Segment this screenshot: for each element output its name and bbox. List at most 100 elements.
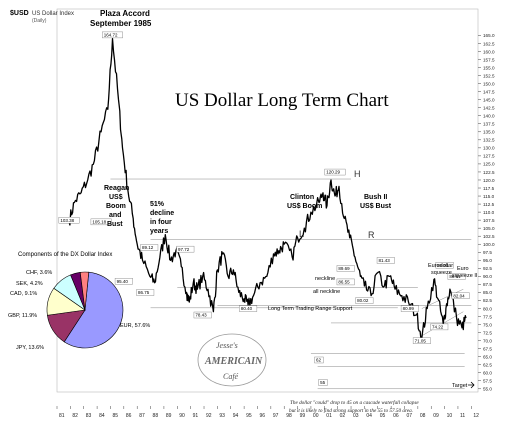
price-label-box [114,278,133,285]
price-label: 164.72 [104,32,118,37]
logo-text-top: Jesse's [216,341,238,350]
pie-label-eur: EUR, 57.6% [120,323,150,329]
pie-slice [63,271,124,349]
y-tick-label: 105.0 [483,226,495,231]
ticker-symbol: $USD [10,10,29,17]
reagan-label-4: and [109,212,121,219]
price-label-box [447,273,466,280]
y-tick-label: 82.5 [483,298,492,303]
price-label-box [376,257,395,264]
x-tick-label: 11 [460,413,465,419]
y-tick-label: 122.5 [483,170,495,175]
plaza-accord-label: Plaza Accord [100,9,150,18]
chart-title: US Dollar Long Term Chart [175,90,389,111]
reagan-label-5: Bust [107,221,123,228]
price-label-box [412,337,431,344]
y-tick-label: 55.0 [483,387,492,392]
pie-label-jpy: JPY, 13.6% [16,345,44,351]
y-tick-label: 137.5 [483,122,495,127]
price-label-box [336,278,355,286]
x-tick-label: 81 [59,413,65,419]
y-tick-label: 62.5 [483,362,492,367]
price-label-box [451,292,470,299]
x-tick-label: 99 [300,413,306,419]
price-label-box [176,245,195,253]
price-label-box [318,379,328,386]
y-tick-label: 87.5 [483,282,492,287]
y-tick-label: 135.0 [483,130,495,135]
y-tick-label: 142.5 [483,106,495,111]
x-tick-label: 05 [380,413,386,419]
x-tick-label: 83 [86,413,92,419]
x-tick-label: 96 [259,413,265,419]
price-label-box [58,217,80,224]
y-tick-label: 80.0 [483,306,492,311]
y-tick-label: 97.5 [483,250,492,255]
price-label: 81.43 [379,258,391,263]
x-tick-label: 10 [447,413,453,419]
price-label-box [435,262,454,269]
price-label: 89.12 [142,245,154,250]
x-tick-label: 84 [99,413,105,419]
pie-slice [79,271,90,311]
price-label: 86.75 [138,290,150,295]
y-tick-label: 165.0 [483,33,495,38]
price-label-box [140,244,159,251]
x-tick-label: 08 [420,413,426,419]
price-label: 80.02 [357,298,369,303]
clinton-label: Clinton [290,194,314,201]
price-label: 88.51 [449,274,461,279]
y-tick-label: 102.5 [483,234,495,239]
price-label: 62 [316,358,322,363]
decline-label-2: decline [150,210,174,217]
euro-label: Euro [457,266,469,272]
y-tick-label: 90.0 [483,274,492,279]
decline-label: 51% [150,201,165,208]
price-label: 105.18 [92,219,106,224]
x-tick-label: 97 [273,413,279,419]
y-tick-label: 125.0 [483,162,495,167]
y-tick-label: 107.5 [483,218,495,223]
y-tick-label: 110.0 [483,210,495,215]
pie-label-gbp: GBP, 11.9% [8,313,37,319]
pie-title: Components of the DX Dollar Index [18,252,112,258]
clinton-label-2: US$ Boom [287,203,322,210]
y-tick-label: 157.5 [483,57,495,62]
price-label: 55 [320,380,326,385]
pie-label-cad: CAD, 9.1% [10,291,37,297]
y-tick-label: 100.0 [483,242,495,247]
x-tick-label: 92 [206,413,212,419]
price-label-box [355,297,374,304]
price-label: 78.43 [195,313,207,318]
footnote-line-2: but it is likely to find strong support … [289,407,413,414]
bush-label: Bush II [364,194,387,201]
x-tick-label: 93 [219,413,225,419]
y-tick-label: 132.5 [483,138,495,143]
plot-frame [56,8,479,393]
y-tick-label: 112.5 [483,202,495,207]
y-axis: 55.0 57.5 60.0 62.5 65.0 67.5 70.0 72.5 75.0 77.5… [478,33,495,392]
price-label-box [102,31,123,39]
ticker-description: US Dollar Index [32,11,74,17]
y-tick-label: 145.0 [483,97,495,102]
price-label-box [324,168,346,176]
price-label: 89.69 [338,266,350,271]
pie-chart [46,271,124,349]
x-tick-label: 85 [112,413,118,419]
y-tick-label: 95.0 [483,258,492,263]
x-axis: 81 82 83 84 85 86 87 88 89 90 91 92 93 94 95 96 97 98 99 00… [56,406,479,419]
price-label-box [90,218,112,226]
x-tick-label: 06 [393,413,399,419]
y-tick-label: 120.0 [483,178,495,183]
y-tick-label: 60.0 [483,371,492,376]
x-tick-label: 00 [313,413,319,419]
y-tick-label: 140.0 [483,114,495,119]
price-label-box [314,356,324,364]
x-tick-label: 03 [353,413,359,419]
y-tick-label: 85.0 [483,290,492,295]
price-label: 120.29 [326,170,340,175]
right-shoulder-marker: R [368,230,375,240]
x-tick-label: 95 [246,413,252,419]
x-tick-label: 02 [340,413,346,419]
y-tick-label: 75.0 [483,322,492,327]
